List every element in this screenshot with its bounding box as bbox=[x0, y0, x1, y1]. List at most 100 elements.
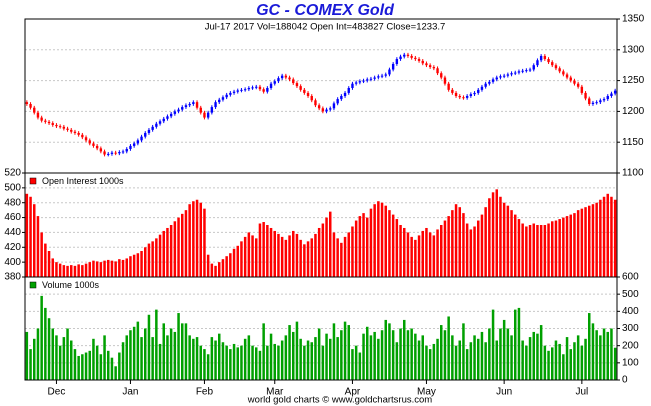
bar bbox=[210, 263, 214, 277]
bar bbox=[547, 350, 550, 380]
bar bbox=[266, 345, 269, 380]
bar bbox=[329, 338, 332, 380]
candle-body bbox=[528, 69, 532, 71]
candle-body bbox=[47, 121, 51, 124]
bar bbox=[514, 309, 517, 380]
bar bbox=[258, 223, 262, 277]
bar bbox=[321, 223, 325, 277]
bar bbox=[40, 295, 43, 380]
bar bbox=[225, 345, 228, 380]
candle-body bbox=[340, 96, 343, 100]
bar bbox=[269, 333, 273, 380]
bar bbox=[77, 264, 80, 277]
candle-body bbox=[55, 124, 58, 127]
bar bbox=[499, 328, 502, 380]
bar bbox=[243, 236, 247, 277]
candle-body bbox=[358, 81, 362, 83]
bar bbox=[247, 335, 251, 380]
bar bbox=[366, 217, 369, 277]
candle-body bbox=[243, 89, 247, 91]
bar bbox=[388, 323, 391, 380]
bar bbox=[510, 210, 513, 277]
candle-body bbox=[280, 75, 284, 79]
candle-body bbox=[232, 91, 236, 93]
candle-body bbox=[240, 89, 243, 91]
bar bbox=[62, 337, 66, 380]
bar bbox=[173, 221, 177, 277]
bar bbox=[140, 337, 143, 380]
candle-body bbox=[40, 117, 43, 121]
bar bbox=[332, 323, 336, 380]
candle-body bbox=[317, 105, 321, 109]
bar bbox=[151, 337, 154, 380]
candle-body bbox=[88, 140, 91, 144]
bar bbox=[33, 338, 36, 380]
bar bbox=[310, 238, 313, 277]
bar bbox=[369, 335, 373, 380]
candle-body bbox=[362, 80, 365, 82]
bar bbox=[443, 330, 447, 380]
bar bbox=[232, 248, 236, 277]
bar bbox=[351, 349, 354, 380]
candle-body bbox=[44, 120, 47, 122]
bar bbox=[236, 347, 239, 380]
bar bbox=[613, 347, 617, 380]
bar bbox=[114, 261, 117, 277]
bar bbox=[121, 259, 125, 277]
bar bbox=[528, 225, 532, 277]
bar bbox=[184, 323, 188, 380]
bar bbox=[262, 323, 265, 380]
bar bbox=[303, 244, 306, 277]
bar bbox=[292, 230, 295, 277]
bar bbox=[414, 239, 417, 277]
candle-body bbox=[206, 112, 210, 118]
bar bbox=[599, 335, 602, 380]
candle-body bbox=[110, 152, 114, 154]
candle-body bbox=[436, 68, 439, 74]
candle-body bbox=[514, 72, 517, 74]
bar bbox=[299, 239, 302, 277]
bar bbox=[514, 214, 517, 277]
bar bbox=[384, 319, 387, 380]
candle-body bbox=[299, 86, 302, 90]
bar bbox=[325, 217, 328, 277]
bar bbox=[525, 226, 528, 277]
bar bbox=[243, 338, 247, 380]
candle-body bbox=[573, 80, 576, 84]
candle-body bbox=[225, 94, 228, 98]
bar bbox=[329, 211, 332, 277]
bar bbox=[77, 355, 80, 380]
candle-body bbox=[606, 96, 609, 100]
candle-body bbox=[480, 86, 484, 90]
candle-body bbox=[562, 71, 565, 75]
candle-body bbox=[595, 102, 598, 104]
bar bbox=[591, 323, 595, 380]
candle-body bbox=[343, 92, 347, 96]
bar bbox=[262, 222, 265, 277]
bar bbox=[569, 214, 572, 277]
candle-body bbox=[214, 102, 217, 108]
bar bbox=[29, 196, 32, 277]
bar bbox=[25, 331, 29, 380]
bar bbox=[255, 347, 258, 380]
bar bbox=[147, 314, 151, 380]
y-tick-label: 480 bbox=[4, 197, 21, 208]
bar bbox=[47, 251, 51, 277]
candle-body bbox=[247, 87, 251, 90]
bar bbox=[565, 216, 569, 277]
bar bbox=[469, 229, 473, 277]
bar bbox=[576, 335, 580, 380]
bar bbox=[36, 216, 40, 277]
bar bbox=[118, 259, 121, 277]
legend-swatch bbox=[29, 177, 37, 185]
candle-body bbox=[125, 148, 128, 152]
bar bbox=[499, 196, 502, 277]
bar bbox=[136, 253, 140, 277]
y-tick-label: 1350 bbox=[622, 14, 645, 25]
bar bbox=[443, 220, 447, 277]
bar bbox=[477, 338, 480, 380]
bar bbox=[362, 213, 365, 277]
bar bbox=[218, 333, 221, 380]
bar bbox=[317, 227, 321, 277]
bar bbox=[92, 260, 95, 277]
